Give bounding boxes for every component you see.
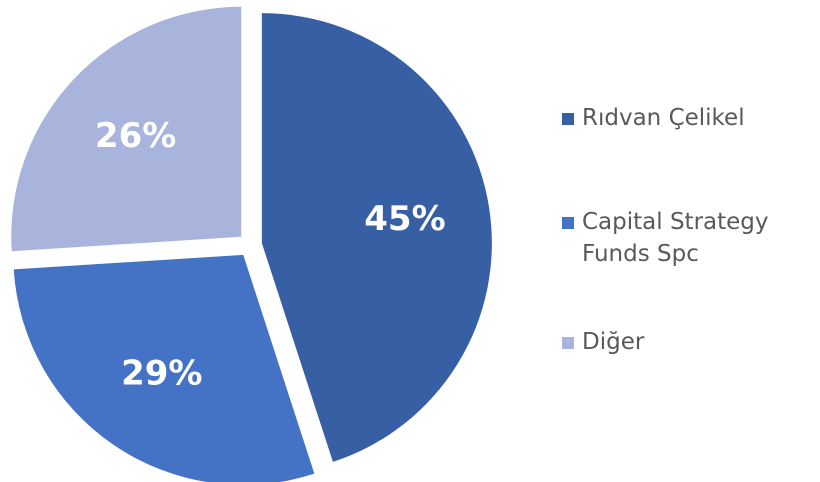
legend: Rıdvan Çelikel Capital Strategy Funds Spc… (562, 0, 812, 482)
legend-item: Diğer (562, 326, 812, 358)
legend-swatch (562, 337, 574, 349)
pie-slice (11, 6, 242, 252)
pie-slice (261, 13, 492, 462)
legend-label: Rıdvan Çelikel (582, 105, 745, 131)
data-label: 45% (364, 199, 445, 239)
data-label: 26% (95, 116, 176, 156)
pie-slice (13, 254, 315, 482)
legend-swatch (562, 217, 574, 229)
pie: 45% 29% 26% (11, 6, 492, 482)
legend-item: Capital Strategy Funds Spc (562, 206, 812, 270)
legend-label: Diğer (582, 329, 645, 355)
data-label: 29% (121, 353, 202, 393)
legend-item: Rıdvan Çelikel (562, 102, 812, 134)
legend-label: Capital Strategy Funds Spc (582, 209, 769, 267)
legend-swatch (562, 113, 574, 125)
